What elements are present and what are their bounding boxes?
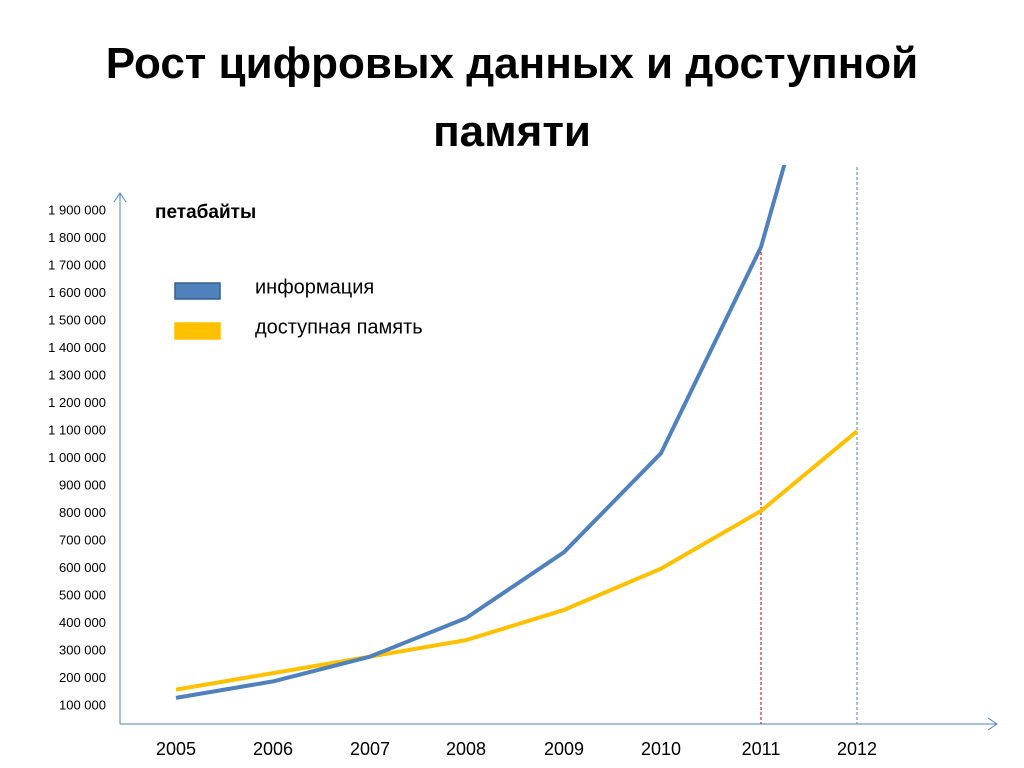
x-tick-label: 2007: [350, 739, 390, 759]
y-tick-label: 1 800 000: [48, 230, 106, 245]
y-tick-label: 1 700 000: [48, 258, 106, 273]
x-tick-label: 2010: [641, 739, 681, 759]
x-tick-label: 2009: [544, 739, 584, 759]
series-line: [175, 429, 859, 692]
x-axis-arrow: [987, 717, 998, 731]
y-tick-label: 700 000: [59, 533, 106, 548]
series-line: [175, 165, 787, 700]
y-tick-label: 1 100 000: [48, 423, 106, 438]
y-tick-label: 1 600 000: [48, 285, 106, 300]
y-tick-label: 300 000: [59, 643, 106, 658]
x-tick-label: 2011: [742, 739, 781, 759]
y-tick-label: 200 000: [59, 670, 106, 685]
y-axis-label: петабайты: [155, 202, 256, 223]
x-tick-label: 2006: [253, 739, 293, 759]
y-tick-label: 1 000 000: [48, 450, 106, 465]
chart-title: Рост цифровых данных и доступной памяти: [105, 39, 919, 156]
y-tick-label: 500 000: [59, 588, 106, 603]
y-tick-label: 1 500 000: [48, 313, 106, 328]
y-tick-label: 1 200 000: [48, 395, 106, 410]
legend-swatch: [174, 322, 221, 340]
y-tick-label: 100 000: [59, 698, 106, 713]
y-tick-label: 1 300 000: [48, 368, 106, 383]
legend-label: доступная память: [255, 316, 423, 338]
x-tick-label: 2005: [156, 739, 196, 759]
legend-swatch: [174, 282, 221, 300]
y-axis-arrow: [113, 192, 127, 203]
plot-area: [175, 165, 859, 700]
y-tick-label: 900 000: [59, 478, 106, 493]
x-tick-label: 2012: [837, 739, 877, 759]
x-tick-label: 2008: [446, 739, 486, 759]
y-tick-label: 400 000: [59, 615, 106, 630]
y-tick-label: 1 400 000: [48, 340, 106, 355]
y-tick-label: 1 900 000: [48, 203, 106, 218]
y-tick-label: 800 000: [59, 505, 106, 520]
y-tick-label: 600 000: [59, 560, 106, 575]
legend-label: информация: [255, 276, 374, 298]
